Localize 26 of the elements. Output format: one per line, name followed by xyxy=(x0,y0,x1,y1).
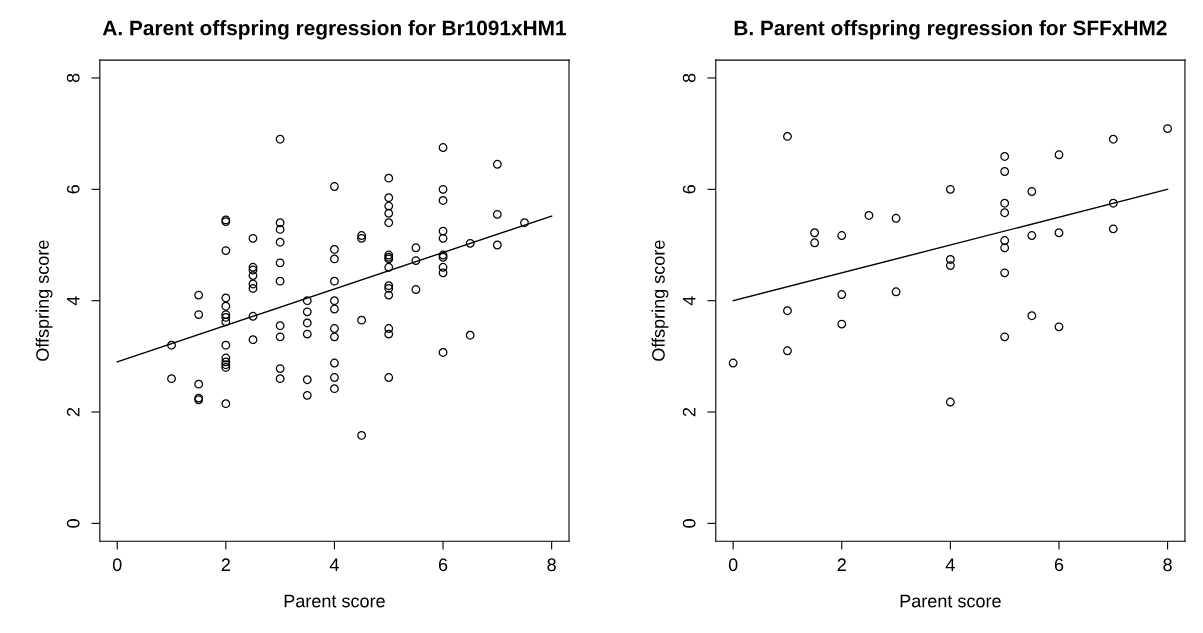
y-axis-title: Offspring score xyxy=(651,240,669,361)
x-axis-title: Parent score xyxy=(284,594,385,608)
y-tick-label: 0 xyxy=(682,519,696,528)
y-tick-label: 6 xyxy=(682,185,696,194)
y-tick-label: 4 xyxy=(67,296,80,306)
y-tick-label: 6 xyxy=(66,185,80,194)
x-tick-label: 2 xyxy=(221,558,230,571)
chart-title: A. Parent offspring regression for Br1091xHM1 xyxy=(102,20,566,40)
x-axis-title: Parent score xyxy=(900,594,1001,608)
y-tick-label: 8 xyxy=(66,73,80,83)
y-tick-label: 4 xyxy=(682,296,696,306)
x-tick-label: 0 xyxy=(112,558,122,572)
y-tick-label: 0 xyxy=(66,519,80,528)
x-tick-label: 6 xyxy=(1054,558,1064,572)
x-tick-label: 4 xyxy=(329,558,339,571)
x-tick-label: 4 xyxy=(945,558,955,571)
x-tick-label: 8 xyxy=(1163,558,1172,572)
x-tick-label: 2 xyxy=(837,558,846,571)
y-tick-label: 2 xyxy=(66,407,80,417)
y-axis-title: Offspring score xyxy=(35,240,53,361)
x-tick-label: 8 xyxy=(547,558,556,572)
x-tick-label: 0 xyxy=(728,558,738,572)
y-tick-label: 2 xyxy=(682,407,696,417)
x-tick-label: 6 xyxy=(438,558,448,572)
y-tick-label: 8 xyxy=(682,73,696,83)
chart-title: B. Parent offspring regression for SFFxHM2 xyxy=(734,20,1167,40)
